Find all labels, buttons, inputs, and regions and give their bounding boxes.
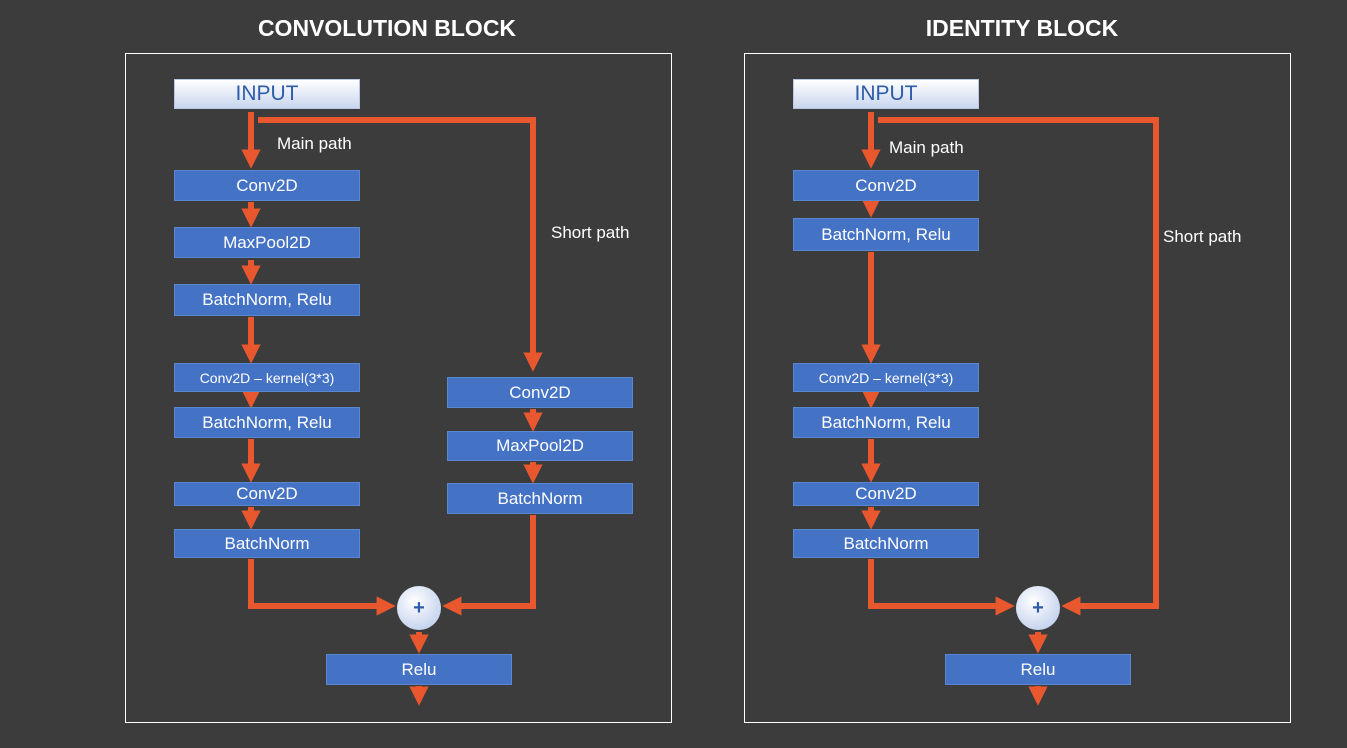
- conv-short-layer: MaxPool2D: [447, 431, 633, 461]
- id-main-layer: BatchNorm, Relu: [793, 407, 979, 438]
- id-short-path-label: Short path: [1163, 227, 1242, 246]
- id-main-layer: BatchNorm, Relu: [793, 218, 979, 251]
- identity-block-panel: [744, 53, 1291, 723]
- id-main-layer: Conv2D – kernel(3*3): [793, 363, 979, 392]
- conv-short-layer: BatchNorm: [447, 483, 633, 514]
- conv-main-path-label: Main path: [277, 134, 352, 153]
- conv-add-node: +: [397, 586, 441, 630]
- conv-main-layer: MaxPool2D: [174, 227, 360, 258]
- conv-main-layer: Conv2D: [174, 170, 360, 201]
- conv-main-layer: Conv2D: [174, 482, 360, 506]
- convolution-block-title: CONVOLUTION BLOCK: [257, 15, 517, 41]
- id-add-node: +: [1016, 586, 1060, 630]
- id-main-layer: BatchNorm: [793, 529, 979, 558]
- identity-block-title: IDENTITY BLOCK: [925, 15, 1119, 41]
- conv-relu-output: Relu: [326, 654, 512, 685]
- conv-main-layer: BatchNorm, Relu: [174, 284, 360, 316]
- conv-input-node: INPUT: [174, 79, 360, 109]
- id-main-layer: Conv2D: [793, 482, 979, 506]
- id-input-node: INPUT: [793, 79, 979, 109]
- id-relu-output: Relu: [945, 654, 1131, 685]
- conv-main-layer: BatchNorm, Relu: [174, 407, 360, 438]
- conv-short-layer: Conv2D: [447, 377, 633, 408]
- id-main-layer: Conv2D: [793, 170, 979, 201]
- conv-main-layer: Conv2D – kernel(3*3): [174, 363, 360, 392]
- convolution-block-panel: [125, 53, 672, 723]
- conv-short-path-label: Short path: [551, 223, 630, 242]
- id-main-path-label: Main path: [889, 138, 964, 157]
- conv-main-layer: BatchNorm: [174, 529, 360, 558]
